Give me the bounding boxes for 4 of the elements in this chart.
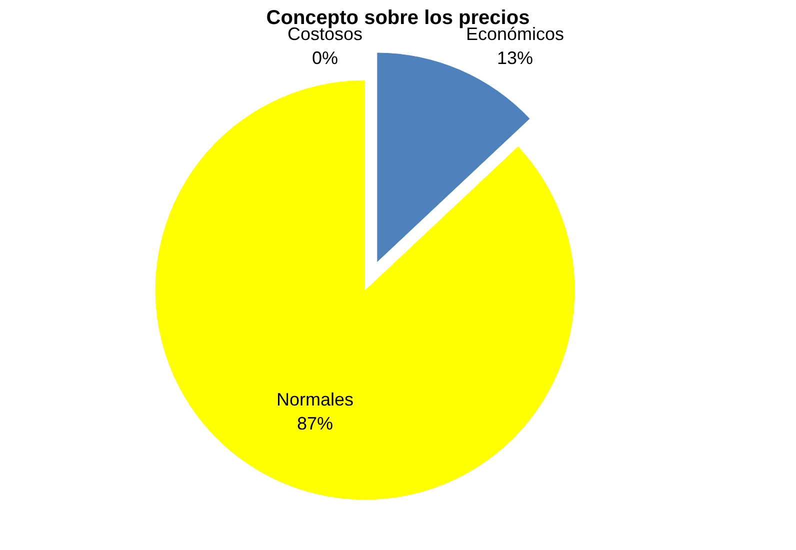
text: 0% — [312, 48, 338, 68]
data-label: 87% — [296, 414, 333, 434]
data-label: 13% — [496, 48, 534, 68]
slice-label: Normales — [276, 390, 354, 410]
